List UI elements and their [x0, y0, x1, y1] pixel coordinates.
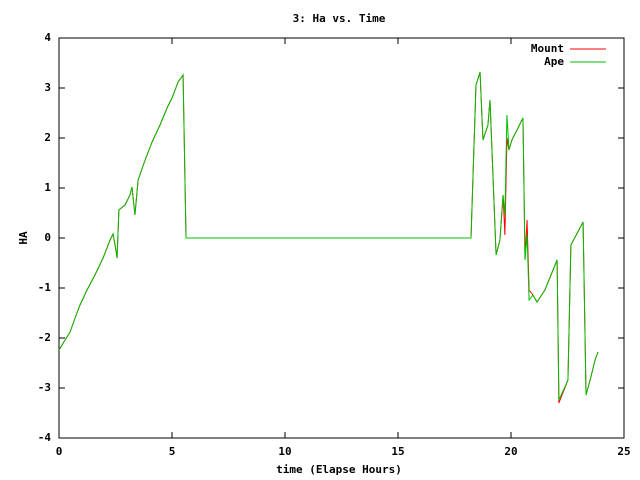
data-line — [58, 71, 599, 401]
y-tick-label: 2 — [44, 131, 51, 144]
y-tick-label: 0 — [44, 231, 51, 244]
x-tick-label: 25 — [617, 445, 630, 458]
y-tick-label: 1 — [44, 181, 51, 194]
legend-label: Ape — [544, 55, 564, 68]
y-tick-label: -3 — [38, 381, 51, 394]
x-axis-label: time (Elapse Hours) — [276, 463, 402, 476]
y-tick-label: -1 — [38, 281, 52, 294]
chart-title: 3: Ha vs. Time — [293, 12, 386, 25]
y-tick-label: -4 — [38, 431, 52, 444]
y-tick-label: -2 — [38, 331, 51, 344]
legend-label: Mount — [531, 42, 564, 55]
y-axis-label: HA — [17, 231, 30, 245]
x-tick-label: 20 — [504, 445, 517, 458]
x-tick-label: 10 — [278, 445, 291, 458]
y-tick-label: 4 — [44, 31, 51, 44]
x-tick-label: 5 — [169, 445, 176, 458]
x-tick-label: 15 — [391, 445, 404, 458]
x-tick-label: 0 — [56, 445, 63, 458]
y-tick-label: 3 — [44, 81, 51, 94]
